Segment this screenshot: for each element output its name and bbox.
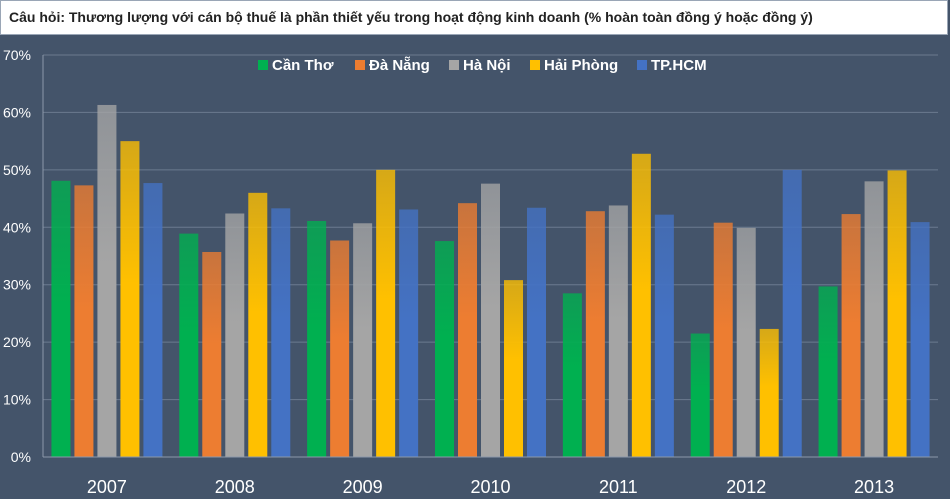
legend-swatch-da-nang <box>355 60 365 70</box>
bar-ha-noi-2010 <box>481 183 500 457</box>
legend-label-ha-noi: Hà Nội <box>463 57 511 74</box>
bar-da-nang-2012 <box>713 222 733 457</box>
y-tick-label: 10% <box>3 392 31 408</box>
y-tick-label: 30% <box>3 277 31 293</box>
legend-label-tp-hcm: TP.HCM <box>651 57 707 74</box>
bar-tp-hcm-2009 <box>399 209 419 457</box>
bar-can-tho-2007 <box>51 180 71 458</box>
bar-hai-phong-2012 <box>759 328 779 457</box>
legend-label-can-tho: Cần Thơ <box>272 57 334 74</box>
bar-hai-phong-2008 <box>248 192 268 458</box>
bar-hai-phong-2010 <box>504 280 523 457</box>
bar-hai-phong-2013 <box>887 170 907 457</box>
bar-can-tho-2009 <box>307 220 327 457</box>
y-tick-label: 50% <box>3 162 31 178</box>
y-tick-label: 40% <box>3 219 31 235</box>
x-tick-label-2013: 2013 <box>854 477 894 497</box>
bar-ha-noi-2008 <box>225 213 245 457</box>
bar-tp-hcm-2010 <box>527 207 546 457</box>
bar-hai-phong-2007 <box>120 141 140 457</box>
bars <box>51 104 930 458</box>
legend-swatch-hai-phong <box>530 60 540 70</box>
bar-can-tho-2013 <box>818 286 838 457</box>
legend: Cần Thơ Đà Nẵng Hà Nội Hải Phòng TP.HCM <box>258 57 707 74</box>
bar-can-tho-2011 <box>562 293 582 457</box>
bar-ha-noi-2011 <box>608 205 628 457</box>
chart-title-box: Câu hỏi: Thương lượng với cán bộ thuế là… <box>0 0 948 35</box>
bar-hai-phong-2009 <box>376 169 396 457</box>
legend-swatch-can-tho <box>258 60 268 70</box>
bar-tp-hcm-2012 <box>782 169 802 457</box>
bar-can-tho-2012 <box>690 333 710 457</box>
bar-can-tho-2010 <box>435 241 454 457</box>
bar-tp-hcm-2013 <box>910 222 930 457</box>
bar-tp-hcm-2008 <box>271 208 291 457</box>
axes: 0% 10% 20% 30% 40% 50% 60% 70% 2007 2008 2009 2010 2… <box>3 47 938 497</box>
bar-tp-hcm-2011 <box>654 214 674 457</box>
x-tick-label-2012: 2012 <box>726 477 766 497</box>
legend-swatch-tp-hcm <box>637 60 647 70</box>
y-tick-label: 20% <box>3 334 31 350</box>
bar-ha-noi-2007 <box>97 104 117 457</box>
legend-label-hai-phong: Hải Phòng <box>544 57 618 74</box>
bar-da-nang-2011 <box>585 211 605 457</box>
bar-hai-phong-2011 <box>631 153 651 457</box>
x-tick-label-2011: 2011 <box>599 477 638 497</box>
y-tick-label: 70% <box>3 47 31 63</box>
bar-ha-noi-2013 <box>864 181 884 458</box>
x-tick-label-2007: 2007 <box>87 477 127 497</box>
bar-tp-hcm-2007 <box>143 183 163 457</box>
y-tick-label: 60% <box>3 104 31 120</box>
bar-da-nang-2008 <box>202 251 222 457</box>
legend-label-da-nang: Đà Nẵng <box>369 57 430 74</box>
y-tick-label: 0% <box>11 449 31 465</box>
bar-da-nang-2013 <box>841 214 861 457</box>
x-tick-label-2009: 2009 <box>343 477 383 497</box>
chart-title: Câu hỏi: Thương lượng với cán bộ thuế là… <box>9 9 813 25</box>
bar-da-nang-2010 <box>458 203 477 457</box>
bar-ha-noi-2009 <box>353 223 373 457</box>
bar-can-tho-2008 <box>179 233 199 457</box>
legend-swatch-ha-noi <box>449 60 459 70</box>
x-tick-label-2010: 2010 <box>470 477 510 497</box>
x-tick-label-2008: 2008 <box>215 477 255 497</box>
bar-da-nang-2009 <box>330 240 350 457</box>
bar-ha-noi-2012 <box>736 227 756 457</box>
bar-da-nang-2007 <box>74 185 94 457</box>
